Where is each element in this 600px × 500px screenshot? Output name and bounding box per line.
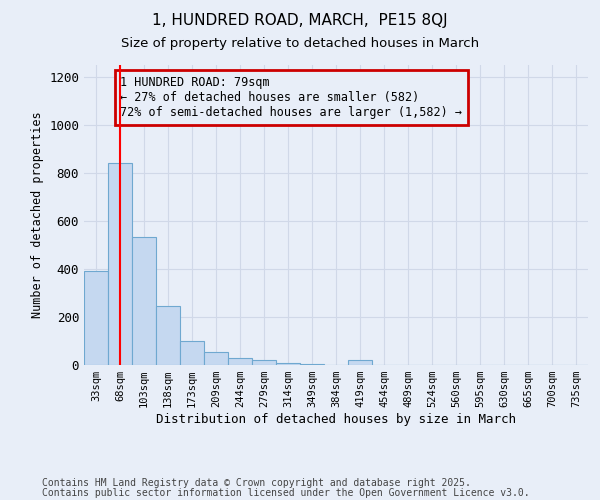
Text: Contains public sector information licensed under the Open Government Licence v3: Contains public sector information licen… xyxy=(42,488,530,498)
Bar xyxy=(276,362,300,365)
Bar xyxy=(84,272,108,365)
Bar xyxy=(300,364,324,365)
Y-axis label: Number of detached properties: Number of detached properties xyxy=(31,112,44,318)
Bar xyxy=(108,164,132,365)
Bar xyxy=(228,358,252,365)
X-axis label: Distribution of detached houses by size in March: Distribution of detached houses by size … xyxy=(156,413,516,426)
Bar xyxy=(204,352,228,365)
Bar xyxy=(348,360,372,365)
Text: Size of property relative to detached houses in March: Size of property relative to detached ho… xyxy=(121,38,479,51)
Text: 1 HUNDRED ROAD: 79sqm
← 27% of detached houses are smaller (582)
72% of semi-det: 1 HUNDRED ROAD: 79sqm ← 27% of detached … xyxy=(121,76,463,119)
Bar xyxy=(156,306,180,365)
Text: 1, HUNDRED ROAD, MARCH,  PE15 8QJ: 1, HUNDRED ROAD, MARCH, PE15 8QJ xyxy=(152,12,448,28)
Bar xyxy=(132,236,156,365)
Bar xyxy=(180,341,204,365)
Bar xyxy=(252,360,276,365)
Text: Contains HM Land Registry data © Crown copyright and database right 2025.: Contains HM Land Registry data © Crown c… xyxy=(42,478,471,488)
